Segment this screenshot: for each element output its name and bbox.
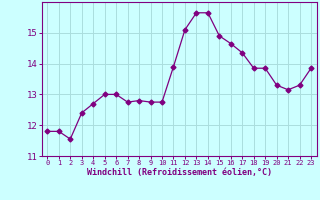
X-axis label: Windchill (Refroidissement éolien,°C): Windchill (Refroidissement éolien,°C) xyxy=(87,168,272,177)
